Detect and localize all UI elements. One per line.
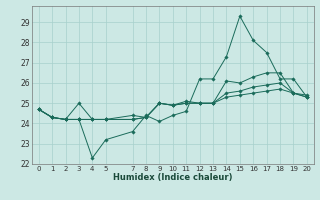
X-axis label: Humidex (Indice chaleur): Humidex (Indice chaleur): [113, 173, 233, 182]
